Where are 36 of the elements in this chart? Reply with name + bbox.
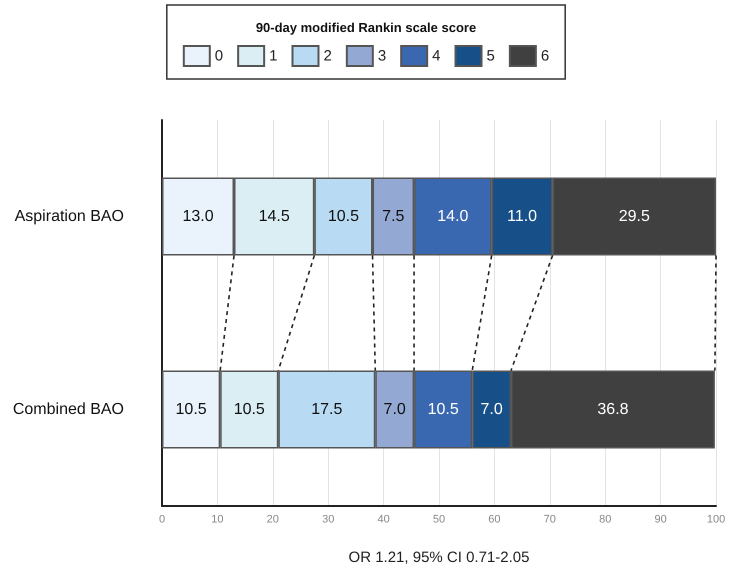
- x-tick-label: 80: [599, 514, 612, 526]
- legend-title: 90-day modified Rankin scale score: [256, 20, 476, 35]
- data-label: 7.0: [384, 401, 406, 418]
- legend-label: 5: [486, 48, 495, 64]
- x-tick-label: 100: [706, 514, 726, 526]
- data-label: 14.5: [258, 208, 290, 225]
- x-tick-label: 90: [654, 514, 667, 526]
- x-tick-label: 70: [544, 514, 556, 526]
- data-label: 36.8: [597, 401, 629, 418]
- legend-label: 0: [214, 48, 224, 64]
- x-tick-label: 10: [211, 514, 224, 526]
- data-label: 17.5: [311, 401, 342, 418]
- data-label: 7.5: [382, 208, 405, 225]
- data-label: 7.0: [480, 401, 503, 418]
- x-tick-label: 20: [266, 514, 279, 526]
- x-tick-label: 30: [322, 514, 334, 526]
- legend-label: 6: [540, 48, 550, 64]
- x-tick-label: 0: [158, 514, 166, 526]
- legend-label: 1: [269, 48, 278, 64]
- x-axis-title: OR 1.21, 95% CI 0.71-2.05: [348, 549, 530, 566]
- data-label: 29.5: [618, 208, 650, 225]
- y-tick-label: Combined BAO: [12, 401, 124, 418]
- x-tick-label: 40: [377, 514, 390, 526]
- data-label: 14.0: [437, 208, 469, 225]
- y-tick-label: Aspiration BAO: [14, 208, 124, 225]
- data-label: 10.5: [234, 401, 265, 418]
- legend-label: 4: [432, 48, 441, 64]
- data-label: 10.5: [328, 208, 360, 225]
- data-label: 10.5: [176, 401, 207, 418]
- x-tick-label: 60: [488, 514, 501, 526]
- data-label: 11.0: [507, 208, 538, 225]
- legend-label: 2: [323, 48, 332, 64]
- data-label: 10.5: [428, 401, 459, 418]
- legend-label: 3: [378, 48, 386, 64]
- data-label: 13.0: [182, 208, 214, 225]
- x-tick-label: 50: [432, 514, 446, 526]
